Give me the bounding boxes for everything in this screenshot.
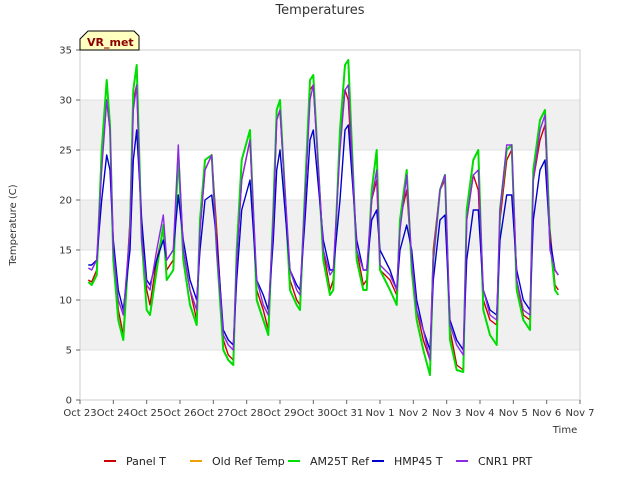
x-tick-label: Nov 5: [499, 408, 528, 419]
legend-label: HMP45 T: [394, 455, 443, 468]
series-line-hmp45-t: [88, 124, 559, 351]
y-tick-label: 0: [66, 396, 72, 407]
x-tick-label: Nov 1: [365, 408, 394, 419]
legend-label: CNR1 PRT: [478, 455, 533, 468]
y-tick-label: 5: [66, 346, 72, 357]
legend-label: AM25T Ref: [310, 455, 370, 468]
grid-band: [80, 50, 580, 100]
grid-band: [80, 300, 580, 350]
legend-label: Panel T: [126, 455, 166, 468]
y-tick-label: 10: [59, 296, 72, 307]
y-axis-ticks: 0 5 10 15 20 25 30 35: [59, 46, 80, 407]
x-tick-label: Nov 6: [532, 408, 561, 419]
grid-band: [80, 150, 580, 200]
series-lines: [87, 59, 560, 376]
y-axis-label: Temperature (C): [8, 184, 19, 266]
y-tick-label: 20: [59, 196, 72, 207]
x-tick-label: Oct 28: [230, 408, 263, 419]
y-tick-label: 25: [59, 146, 72, 157]
y-tick-label: 35: [59, 46, 72, 57]
x-tick-label: Nov 3: [432, 408, 461, 419]
x-axis-label: Time: [552, 425, 577, 436]
x-tick-label: Nov 7: [565, 408, 594, 419]
legend-label: Old Ref Temp: [212, 455, 285, 468]
grid-band: [80, 350, 580, 400]
x-tick-label: Oct 23: [63, 408, 96, 419]
x-tick-label: Oct 31: [330, 408, 363, 419]
legend: Panel T Old Ref Temp AM25T Ref HMP45 T CNR1 …: [104, 455, 533, 468]
badge-shape: [79, 30, 140, 51]
x-tick-label: Oct 30: [297, 408, 330, 419]
x-tick-label: Oct 24: [97, 408, 130, 419]
plot-area: [79, 49, 581, 401]
x-tick-label: Nov 4: [465, 408, 494, 419]
x-axis-ticks: Oct 23 Oct 24 Oct 25 Oct 26 Oct 27 Oct 28 Oct …: [63, 400, 595, 419]
x-tick-label: Oct 26: [163, 408, 196, 419]
y-tick-label: 15: [59, 246, 72, 257]
badge-label: VR_met: [87, 36, 134, 49]
chart-title: Temperatures: [274, 3, 364, 18]
x-tick-label: Nov 2: [399, 408, 428, 419]
vr-met-badge: VR_met: [79, 30, 140, 51]
x-tick-label: Oct 27: [197, 408, 230, 419]
x-tick-label: Oct 25: [130, 408, 163, 419]
x-tick-label: Oct 29: [263, 408, 296, 419]
series-line-cnr1-prt: [87, 84, 559, 361]
y-tick-label: 30: [59, 96, 72, 107]
grid-bands: [80, 50, 580, 401]
grid-band: [80, 100, 580, 150]
